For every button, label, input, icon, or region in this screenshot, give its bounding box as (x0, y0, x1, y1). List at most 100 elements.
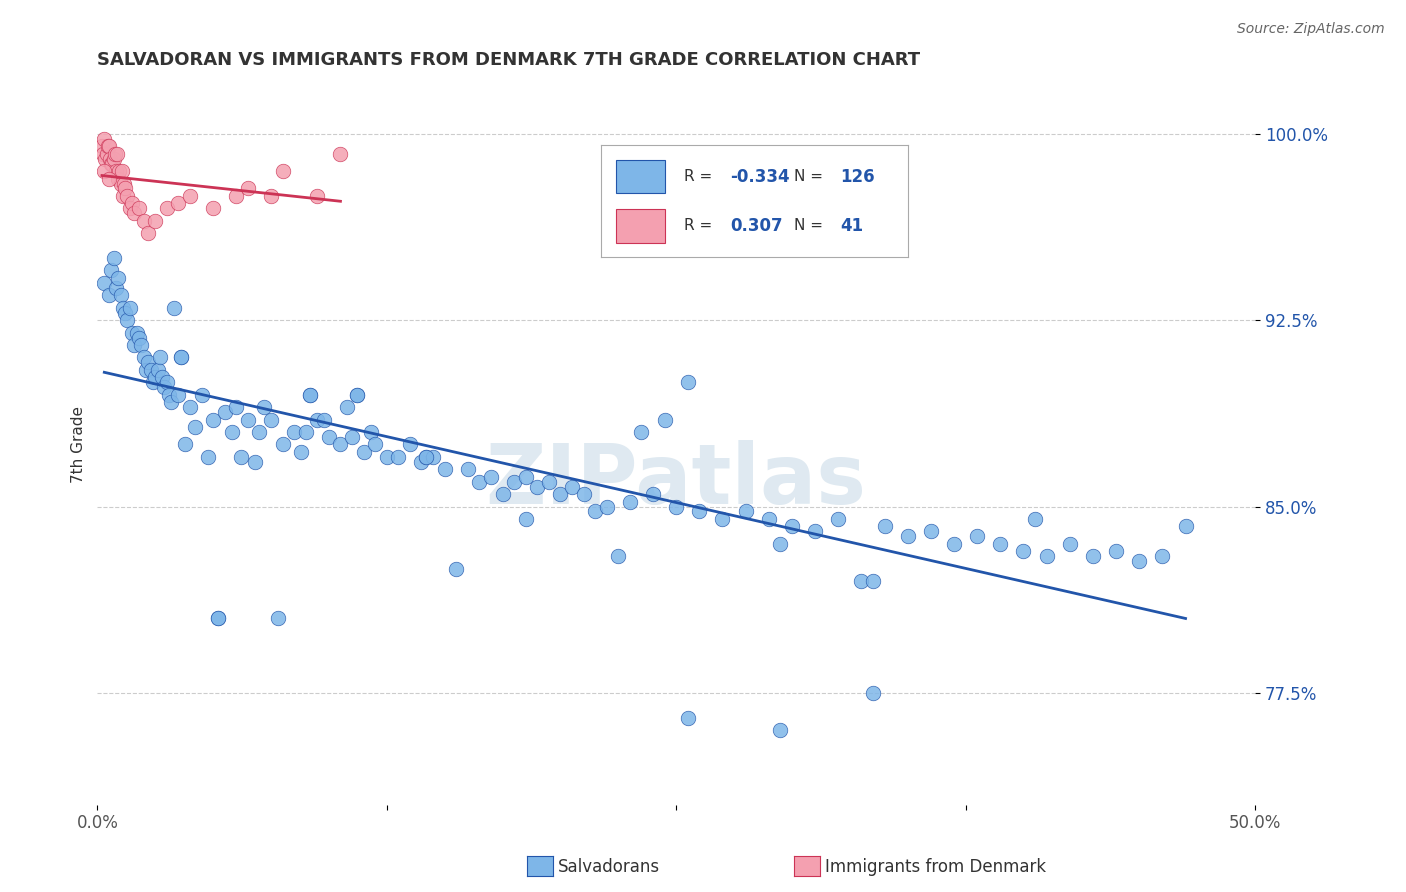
Point (583, 504, 606, 518)
Point (174, 437, 197, 451)
Point (190, 387, 212, 401)
Point (596, 500, 619, 514)
Point (307, 412, 329, 426)
Point (143, 370, 166, 384)
Point (118, 301, 141, 315)
Point (132, 214, 155, 228)
Point (375, 450, 398, 464)
Point (360, 425, 382, 439)
Point (93, 276, 115, 290)
Point (136, 226, 159, 240)
Point (103, 152, 125, 166)
Point (156, 376, 179, 390)
Point (229, 450, 252, 464)
Point (167, 387, 190, 401)
Point (1035, 549, 1057, 564)
Point (329, 146, 352, 161)
Point (758, 512, 780, 526)
Point (97, 139, 120, 153)
Text: ZIPatlas: ZIPatlas (485, 440, 866, 521)
Point (299, 387, 322, 401)
Point (619, 494, 641, 508)
Point (163, 301, 186, 315)
Point (873, 519, 896, 533)
Point (607, 549, 630, 564)
Point (202, 412, 225, 426)
Point (131, 338, 153, 352)
Point (97, 139, 120, 153)
Point (143, 214, 166, 228)
Point (110, 177, 132, 191)
Point (197, 450, 219, 464)
Point (299, 387, 322, 401)
Point (479, 469, 502, 483)
Point (156, 202, 179, 216)
Point (170, 351, 193, 365)
Point (734, 504, 756, 518)
Point (253, 400, 276, 414)
Point (862, 686, 884, 700)
Point (387, 450, 409, 464)
Point (267, 611, 290, 625)
Point (104, 281, 127, 295)
Point (225, 400, 247, 414)
Point (179, 189, 201, 203)
Point (943, 537, 966, 551)
Point (160, 395, 183, 409)
Point (214, 405, 236, 419)
Point (329, 437, 352, 451)
Point (128, 202, 150, 216)
Point (283, 425, 305, 439)
Point (346, 387, 368, 401)
Point (98, 152, 121, 166)
Point (111, 189, 134, 203)
Point (225, 189, 247, 203)
Point (665, 500, 688, 514)
Point (1024, 512, 1046, 526)
Point (170, 351, 193, 365)
Point (827, 512, 849, 526)
Point (399, 437, 422, 451)
Point (117, 189, 139, 203)
Point (114, 181, 136, 195)
Point (353, 445, 375, 459)
Point (294, 425, 316, 439)
Point (221, 425, 243, 439)
Point (107, 171, 129, 186)
Point (572, 487, 595, 501)
Point (769, 723, 792, 738)
Point (491, 487, 513, 501)
Point (157, 387, 180, 401)
Point (688, 504, 710, 518)
Point (503, 475, 526, 489)
Point (125, 326, 148, 340)
Point (260, 412, 283, 426)
Point (1174, 519, 1197, 533)
Point (1105, 544, 1128, 558)
Point (105, 146, 128, 161)
Point (202, 202, 225, 216)
Point (136, 355, 159, 369)
Point (676, 376, 699, 390)
Point (183, 420, 205, 434)
Point (150, 370, 173, 384)
Point (318, 430, 340, 444)
Point (769, 537, 792, 551)
Point (249, 425, 271, 439)
Point (104, 164, 127, 178)
Point (897, 529, 920, 543)
Point (920, 524, 942, 539)
Point (804, 524, 827, 539)
Point (121, 326, 143, 340)
Text: Immigrants from Denmark: Immigrants from Denmark (825, 858, 1046, 876)
Point (142, 376, 165, 390)
Point (515, 469, 537, 483)
Point (236, 181, 259, 195)
Point (111, 301, 134, 315)
Point (457, 462, 479, 476)
Point (271, 437, 294, 451)
Point (415, 450, 437, 464)
Point (107, 271, 129, 285)
Point (111, 164, 134, 178)
Point (94, 152, 117, 166)
